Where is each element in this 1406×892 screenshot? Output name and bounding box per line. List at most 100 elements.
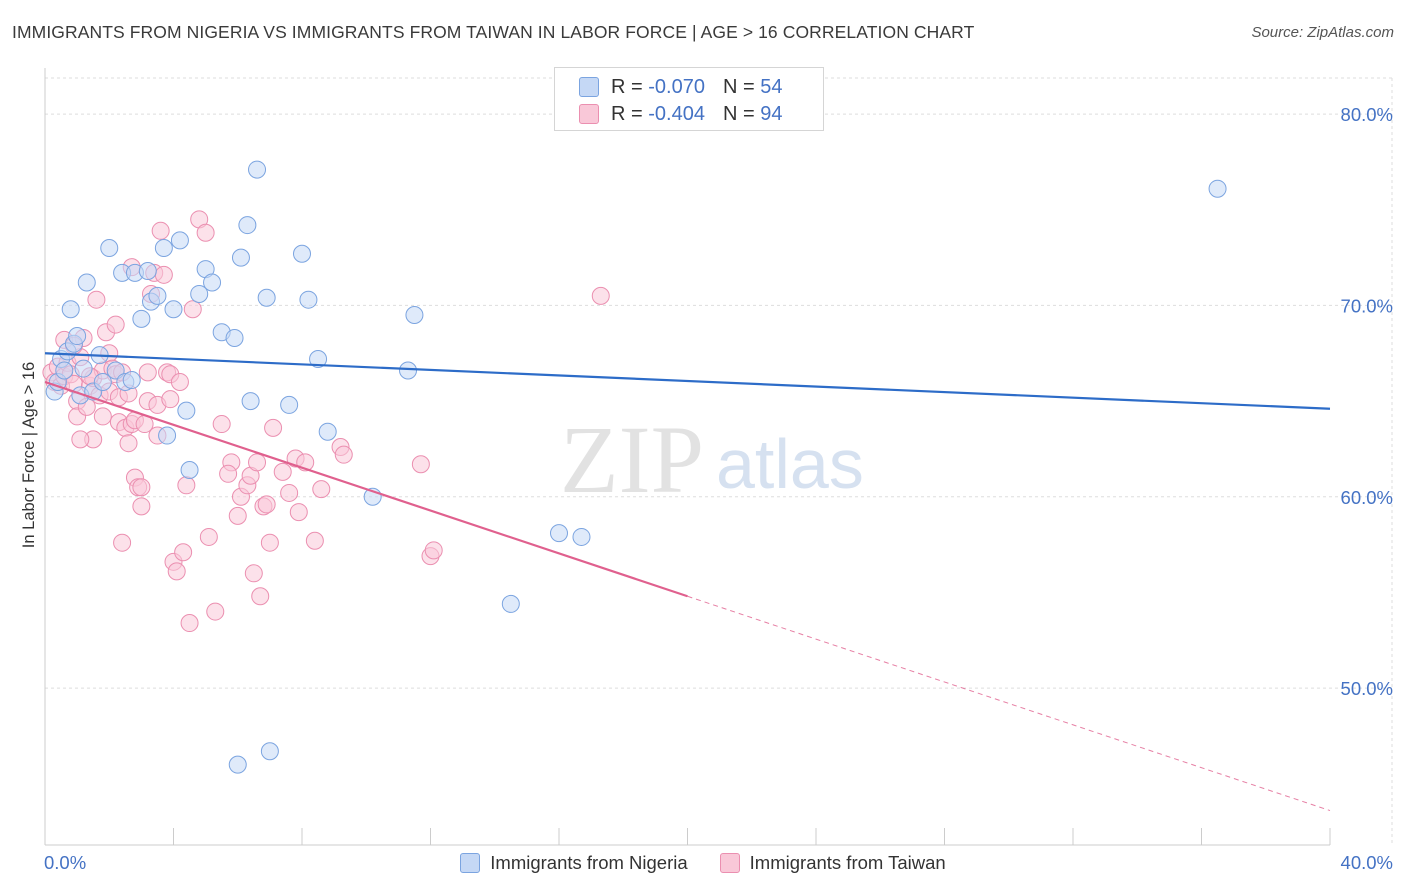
nigeria-point: [74, 359, 93, 378]
nigeria-point: [572, 527, 591, 546]
nigeria-point: [93, 372, 112, 391]
nigeria-point: [399, 361, 418, 380]
taiwan-swatch: [719, 853, 740, 873]
nigeria-point: [138, 261, 157, 280]
nigeria-point: [170, 231, 189, 250]
taiwan-point: [71, 430, 90, 449]
y-tick-label: 70.0%: [1341, 295, 1393, 316]
nigeria-point: [1208, 179, 1227, 198]
nigeria-point: [106, 361, 125, 380]
taiwan-point: [260, 533, 279, 552]
taiwan-point: [93, 407, 112, 426]
nigeria-point: [68, 327, 87, 346]
taiwan-point: [411, 455, 430, 474]
taiwan-trend-line: [44, 380, 688, 598]
tick-labels: 50.0% 60.0% 70.0% 80.0% 0.0% 40.0%: [44, 104, 1393, 873]
taiwan-point: [87, 290, 106, 309]
taiwan-point: [170, 372, 189, 391]
taiwan-swatch: [579, 104, 599, 124]
legend-n-label: N =: [722, 102, 755, 125]
taiwan-point: [273, 462, 292, 481]
legend-item-taiwan[interactable]: Immigrants from Taiwan: [719, 852, 946, 874]
taiwan-point: [248, 453, 267, 472]
watermark: ZIP atlas: [560, 406, 864, 513]
taiwan-point: [113, 533, 132, 552]
nigeria-point: [257, 288, 276, 307]
nigeria-point: [100, 239, 119, 258]
nigeria-swatch: [460, 853, 481, 873]
nigeria-point: [177, 401, 196, 420]
taiwan-point: [196, 223, 215, 242]
nigeria-swatch: [579, 77, 599, 97]
y-tick-label: 80.0%: [1341, 104, 1393, 125]
nigeria-point: [231, 248, 250, 267]
taiwan-point: [132, 478, 151, 497]
nigeria-point: [299, 290, 318, 309]
taiwan-point: [119, 434, 138, 453]
chart-title: IMMIGRANTS FROM NIGERIA VS IMMIGRANTS FR…: [12, 22, 975, 42]
source-label: Source: ZipAtlas.com: [1251, 24, 1394, 41]
nigeria-point: [550, 524, 568, 543]
nigeria-point: [55, 361, 74, 380]
axes: [44, 68, 1331, 846]
taiwan-point: [183, 300, 202, 319]
nigeria-point: [238, 216, 257, 235]
taiwan-point: [591, 286, 610, 305]
nigeria-point: [132, 309, 151, 328]
legend-n-value: 54: [760, 75, 783, 98]
taiwan-point: [174, 543, 193, 562]
nigeria-point: [318, 422, 337, 441]
taiwan-point: [228, 506, 247, 525]
y-axis-label: In Labor Force | Age > 16: [20, 362, 38, 548]
series-nigeria-points: [45, 160, 1227, 774]
legend-item-nigeria[interactable]: Immigrants from Nigeria: [460, 852, 688, 874]
taiwan-point: [206, 602, 225, 621]
taiwan-point: [151, 221, 170, 240]
taiwan-point: [161, 390, 180, 409]
nigeria-point: [228, 755, 247, 774]
taiwan-point: [424, 541, 443, 560]
nigeria-trend-line: [44, 352, 1331, 410]
nigeria-point: [405, 305, 424, 324]
taiwan-point: [177, 476, 196, 495]
taiwan-point: [251, 587, 270, 606]
trend-lines: [44, 352, 1331, 812]
taiwan-point: [312, 480, 331, 499]
taiwan-point: [244, 564, 263, 583]
taiwan-point: [106, 315, 125, 334]
watermark-zip: ZIP: [560, 406, 704, 513]
legend-r-value: -0.070: [648, 75, 705, 98]
nigeria-point: [280, 395, 299, 414]
nigeria-point: [248, 160, 267, 179]
legend-n-value: 94: [760, 102, 783, 125]
taiwan-point: [280, 483, 299, 502]
nigeria-point: [203, 273, 222, 292]
taiwan-point: [334, 445, 353, 464]
taiwan-point: [219, 464, 238, 483]
nigeria-point: [293, 244, 311, 263]
nigeria-point: [61, 300, 80, 319]
nigeria-point: [158, 426, 177, 445]
taiwan-point: [132, 497, 151, 516]
taiwan-point: [138, 363, 157, 382]
nigeria-point: [241, 392, 260, 411]
taiwan-point: [180, 614, 199, 633]
taiwan-point: [199, 527, 218, 546]
taiwan-point: [289, 503, 308, 522]
nigeria-point: [154, 239, 173, 258]
nigeria-point: [122, 371, 141, 390]
taiwan-point: [154, 265, 173, 284]
taiwan-point: [212, 415, 231, 434]
taiwan-point: [305, 531, 324, 550]
taiwan-point: [257, 495, 276, 514]
nigeria-point: [309, 350, 328, 369]
legend-r-label: R =: [611, 102, 643, 125]
legend-label-nigeria: Immigrants from Nigeria: [490, 852, 688, 873]
series-legend: Immigrants from Nigeria Immigrants from …: [0, 852, 1406, 874]
nigeria-point: [148, 286, 167, 305]
correlation-legend: R = -0.070 N = 54 R = -0.404 N = 94: [554, 67, 824, 131]
nigeria-point: [180, 460, 199, 479]
nigeria-point: [501, 594, 520, 613]
taiwan-point: [264, 418, 283, 437]
